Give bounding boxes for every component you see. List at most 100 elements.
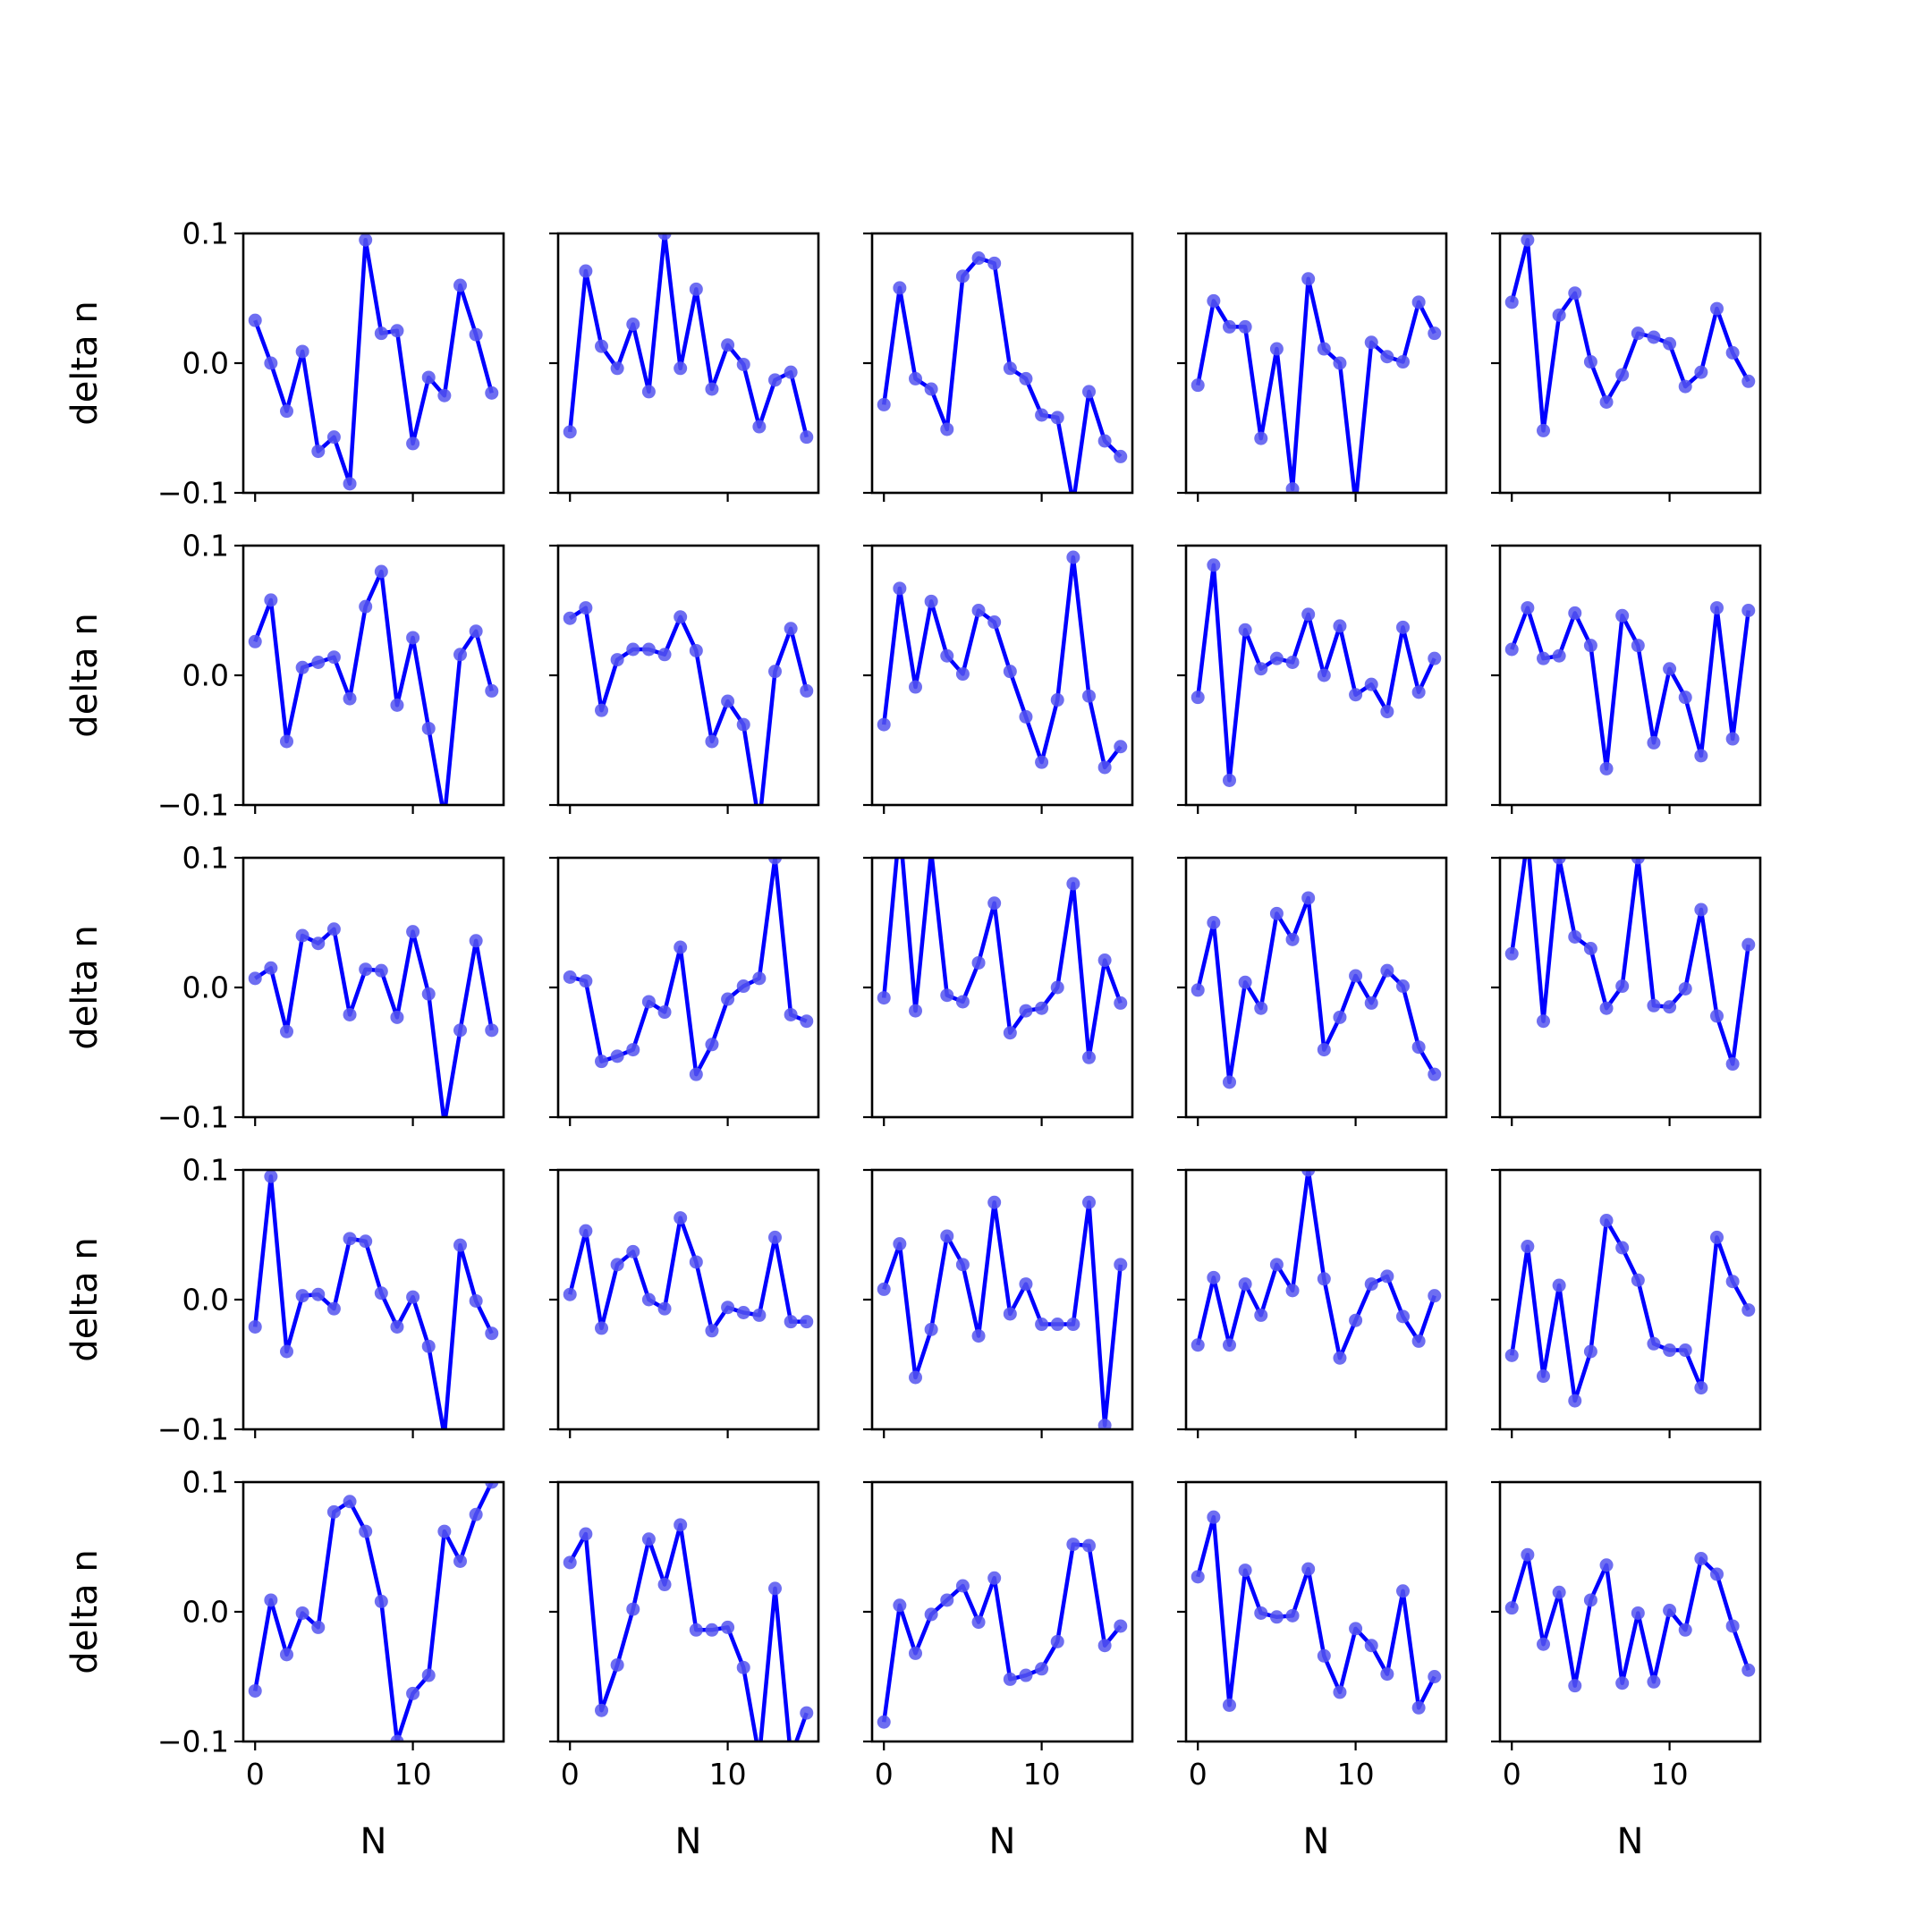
data-point — [641, 385, 656, 399]
data-point — [705, 1324, 719, 1338]
subplot-r3-c5 — [1491, 856, 1762, 1126]
data-point — [1504, 1348, 1519, 1362]
data-point — [1003, 1307, 1017, 1321]
data-point — [1254, 1308, 1268, 1322]
data-point — [374, 1594, 388, 1608]
data-point — [1725, 1275, 1740, 1289]
data-point — [987, 256, 1002, 270]
data-point — [877, 397, 891, 411]
data-point — [689, 1255, 703, 1269]
series-group — [1504, 1547, 1756, 1693]
data-point — [971, 251, 986, 266]
data-point — [1694, 365, 1708, 379]
series-line — [882, 256, 1123, 493]
data-point — [485, 1482, 499, 1489]
data-point — [626, 318, 640, 331]
series-line — [1195, 563, 1436, 783]
data-point — [280, 404, 293, 419]
data-point — [1364, 1277, 1378, 1292]
data-point — [1552, 308, 1566, 322]
subplot-r2-c1: −0.1 0.0 0.1 delta n — [64, 529, 505, 825]
data-point — [343, 691, 357, 706]
subplot-r2-c3 — [863, 544, 1134, 814]
data-point — [1269, 1610, 1284, 1624]
data-point — [1552, 648, 1566, 663]
data-point — [909, 680, 922, 694]
data-point — [657, 648, 672, 662]
data-point — [1552, 1278, 1566, 1292]
data-point — [909, 1004, 922, 1018]
data-point — [280, 1024, 293, 1038]
series-group — [563, 858, 814, 1081]
data-point — [689, 1067, 703, 1081]
data-point — [1333, 356, 1347, 370]
subplot-r5-c5: 0 10N — [1491, 1480, 1762, 1862]
data-point — [437, 811, 451, 825]
data-point — [421, 1339, 436, 1353]
data-point — [689, 282, 703, 296]
series-line — [253, 1482, 494, 1741]
x-axis-label: N — [360, 1821, 387, 1862]
data-point — [1238, 1563, 1252, 1578]
data-point — [1537, 423, 1550, 437]
data-point — [326, 430, 341, 445]
subplot-r1-c5 — [1491, 232, 1762, 502]
y-tick-label: 0.0 — [182, 1283, 229, 1318]
series-line — [881, 555, 1123, 770]
series-line — [568, 1216, 807, 1334]
data-point — [1678, 1623, 1692, 1637]
series-group — [877, 251, 1128, 493]
data-point — [280, 734, 293, 749]
x-axis-label: N — [1617, 1821, 1644, 1862]
data-point — [264, 1593, 278, 1607]
data-point — [595, 339, 608, 353]
series-line — [882, 1200, 1123, 1428]
data-point — [752, 1308, 767, 1322]
data-point — [1411, 685, 1426, 699]
data-point — [1678, 1343, 1692, 1358]
data-point — [940, 988, 954, 1003]
data-point — [641, 1532, 656, 1546]
data-point — [1663, 336, 1677, 351]
subplot-r5-c1: −0.1 0.0 0.1 0 10 delta n N — [64, 1465, 505, 1862]
data-point — [657, 1301, 672, 1316]
data-point — [295, 1606, 309, 1620]
data-point — [248, 634, 262, 648]
data-point — [1035, 755, 1049, 769]
data-point — [1396, 355, 1410, 369]
data-point — [1082, 1195, 1096, 1209]
data-point — [1380, 705, 1394, 719]
data-point — [421, 1668, 436, 1682]
data-point — [641, 995, 656, 1009]
data-point — [1647, 330, 1661, 344]
data-point — [1207, 916, 1221, 929]
data-point — [359, 233, 373, 247]
data-point — [736, 1306, 750, 1319]
y-axis-label: delta n — [64, 613, 106, 737]
axes-frame — [870, 544, 1134, 807]
data-point — [800, 1014, 814, 1029]
data-point — [1663, 1343, 1677, 1358]
data-point — [1238, 1277, 1252, 1292]
data-point — [721, 992, 735, 1006]
axes-frame — [870, 856, 1134, 1119]
data-point — [721, 694, 735, 708]
data-point — [1191, 1570, 1205, 1584]
data-point — [1285, 656, 1300, 669]
data-point — [326, 922, 341, 936]
data-point — [437, 1524, 452, 1538]
data-point — [893, 1598, 907, 1613]
data-point — [359, 1524, 373, 1538]
series-line — [253, 238, 494, 487]
y-tick-label: 0.1 — [182, 841, 229, 876]
data-point — [1019, 1668, 1033, 1682]
data-point — [1003, 665, 1017, 679]
data-point — [1349, 1313, 1363, 1327]
data-point — [1238, 975, 1252, 989]
series-group — [1191, 1170, 1442, 1365]
series-line — [568, 1522, 809, 1741]
data-point — [421, 370, 436, 385]
data-point — [1521, 1547, 1535, 1562]
data-point — [1678, 981, 1692, 996]
data-point — [971, 604, 986, 617]
